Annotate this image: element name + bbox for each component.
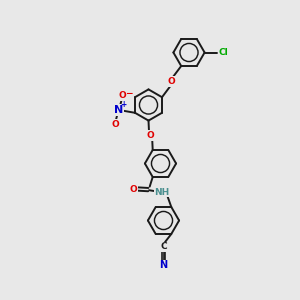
Text: O: O xyxy=(112,120,119,129)
Text: −: − xyxy=(124,88,132,98)
Text: Cl: Cl xyxy=(219,48,228,57)
Text: O: O xyxy=(147,131,154,140)
Text: N: N xyxy=(114,105,123,115)
Text: C: C xyxy=(160,242,167,251)
Text: O: O xyxy=(130,184,137,194)
Text: N: N xyxy=(159,260,168,271)
Text: +: + xyxy=(121,100,127,109)
Text: O: O xyxy=(168,77,176,86)
Text: NH: NH xyxy=(154,188,169,196)
Text: O: O xyxy=(118,91,126,100)
